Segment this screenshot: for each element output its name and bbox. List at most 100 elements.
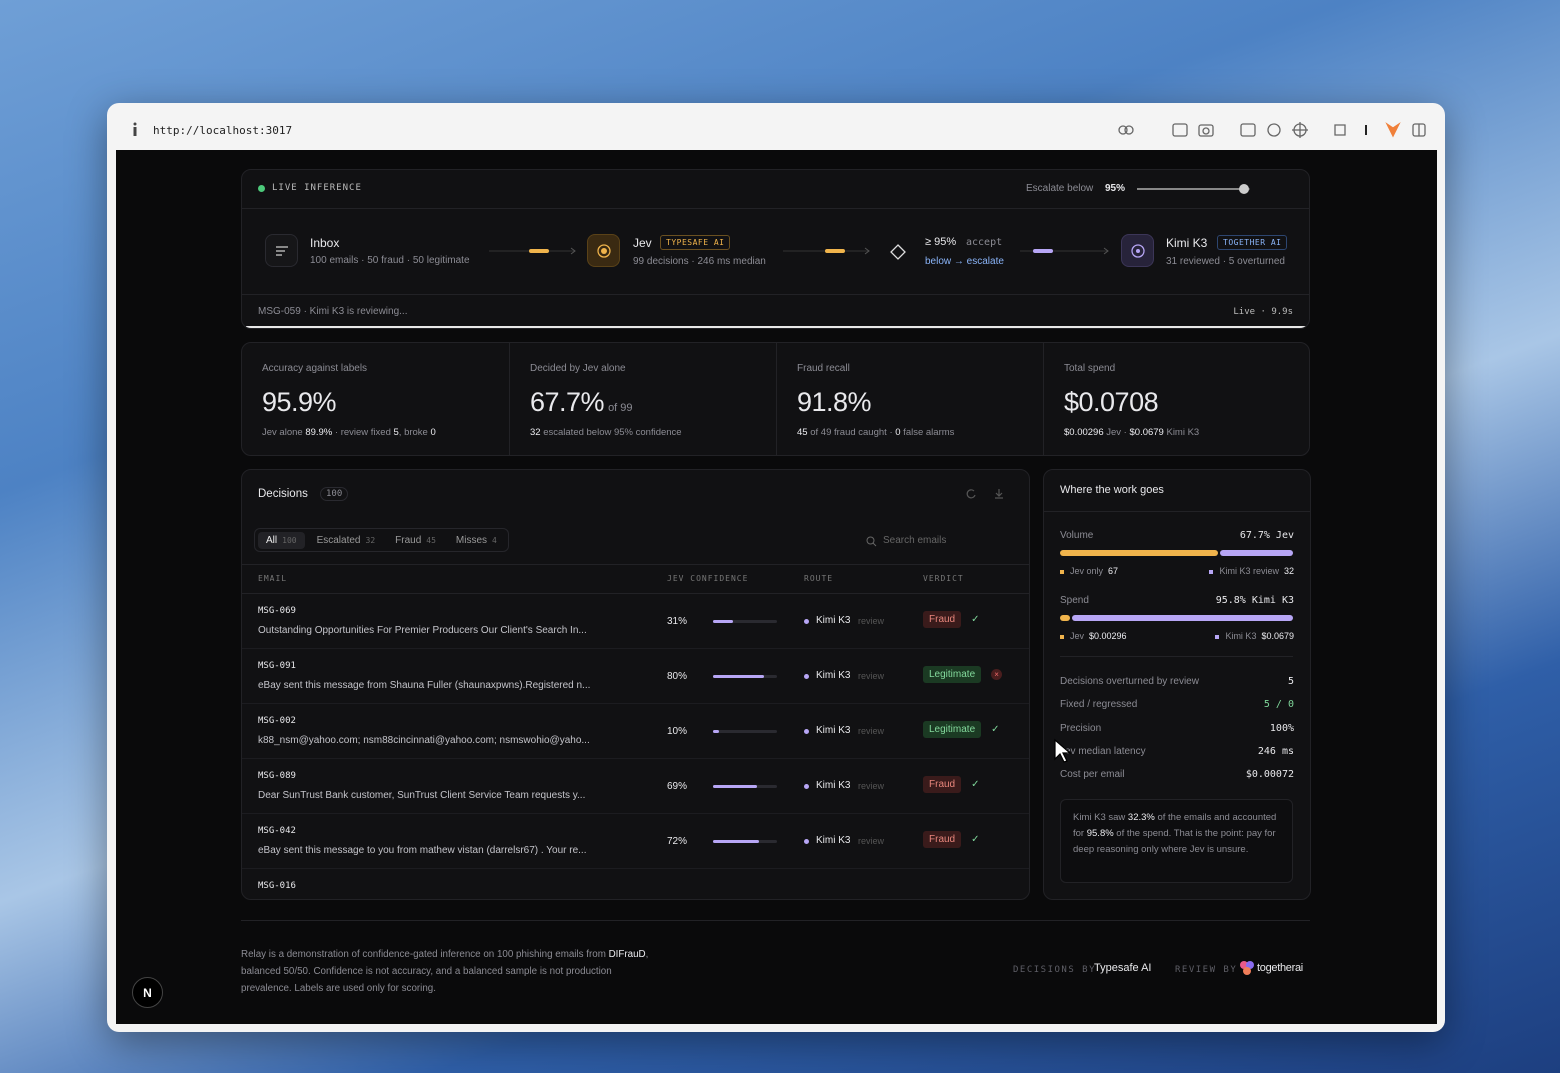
text-part: of 49 fraud caught · <box>807 427 896 438</box>
share-bar <box>1060 615 1293 621</box>
confidence-label: 72% <box>667 836 688 847</box>
live-timer: Live · 9.9s <box>1233 307 1293 317</box>
stat-label: Accuracy against labels <box>262 363 368 374</box>
email-subject: Dear SunTrust Bank customer, SunTrust Cl… <box>258 790 586 801</box>
route-note: review <box>858 781 885 791</box>
stat-sub: $0.00296 Jev · $0.0679 Kimi K3 <box>1064 427 1199 438</box>
divider <box>242 593 1029 594</box>
text-part: escalated below 95% confidence <box>540 427 682 438</box>
column-header: ROUTE <box>804 574 834 583</box>
confidence-label: 69% <box>667 781 688 792</box>
text-part: DIFrauD <box>608 949 646 960</box>
verdict: Fraud ✓ <box>923 776 980 793</box>
route-dot <box>804 784 809 789</box>
check-icon: ✓ <box>991 724 1000 735</box>
email-id: MSG-042 <box>258 826 296 836</box>
threshold-slider[interactable] <box>1137 184 1250 194</box>
stat-value: 91.8% <box>797 387 872 418</box>
metric-label: Decisions overturned by review <box>1060 676 1199 687</box>
route: Kimi K3 <box>816 835 851 846</box>
spend-label: Spend <box>1060 595 1089 606</box>
jev-segment <box>1060 615 1070 621</box>
text-part: 45 <box>797 427 808 438</box>
tab[interactable]: Escalated 32 <box>309 532 384 549</box>
divider <box>242 564 1029 565</box>
stat-sub: 32 escalated below 95% confidence <box>530 427 682 438</box>
jev-sub: 99 decisions · 246 ms median <box>633 256 766 267</box>
note: Kimi K3 saw 32.3% of the emails and acco… <box>1060 799 1293 883</box>
jev-segment <box>1060 550 1218 556</box>
stat-number: 67.7% <box>530 387 605 417</box>
text-part: false alarms <box>900 427 955 438</box>
confidence-track <box>713 620 777 623</box>
kimi-icon <box>1121 234 1154 267</box>
legend-name: Kimi K3 review <box>1219 566 1279 576</box>
tab[interactable]: Misses 4 <box>448 532 505 549</box>
legend-name: Jev <box>1070 631 1085 641</box>
stat-sub: 45 of 49 fraud caught · 0 false alarms <box>797 427 954 438</box>
inbox-sub: 100 emails · 50 fraud · 50 legitimate <box>310 255 470 266</box>
text-part: , balanced 50/50. Confidence is not accu… <box>241 949 649 994</box>
gate-word: accept <box>966 237 1003 248</box>
legend-item: Kimi K3 $0.0679 <box>1215 631 1294 641</box>
tab-label: All <box>266 534 278 546</box>
metric-value: $0.00072 <box>1245 769 1294 781</box>
live-dot <box>258 185 265 192</box>
confidence-label: 10% <box>667 726 688 737</box>
text-part: · review fixed <box>332 427 394 438</box>
cursor <box>1054 738 1071 763</box>
route-dot <box>804 674 809 679</box>
confidence-label: 80% <box>667 671 688 682</box>
legend-item: Jev only 67 <box>1060 566 1118 576</box>
toolbar-icons[interactable] <box>965 488 1015 500</box>
text-part: 0 <box>430 427 436 438</box>
stat-number: 91.8% <box>797 387 872 417</box>
table-row: MSG-091 eBay sent this message from Shaun… <box>242 649 1029 704</box>
jev-name: Jev <box>633 236 652 250</box>
stat-value: 95.9% <box>262 387 337 418</box>
stat-sub: Jev alone 89.9% · review fixed 5, broke … <box>262 427 436 438</box>
volume-value: 67.7% Jev <box>1239 530 1294 541</box>
table-row: MSG-042 eBay sent this message to you fro… <box>242 814 1029 869</box>
text-part: of the spend. That is the point: pay for… <box>1073 828 1276 855</box>
verdict: Fraud ✓ <box>923 831 980 848</box>
status: LIVE INFERENCE <box>272 183 362 193</box>
decisions-count: 100 <box>320 487 349 501</box>
route: Kimi K3 <box>816 615 851 626</box>
text-part: , broke <box>398 427 431 438</box>
check-icon: ✓ <box>971 614 980 625</box>
text-part: Jev alone <box>262 427 306 438</box>
text-part: $0.0679 <box>1129 427 1164 438</box>
connector <box>783 247 870 255</box>
search-input[interactable]: Search emails <box>883 535 947 546</box>
metric-label: Cost per email <box>1060 769 1125 781</box>
share-bar <box>1060 550 1293 556</box>
divider <box>242 208 1309 209</box>
inbox-name: Inbox <box>310 236 340 250</box>
verdict-badge: Fraud <box>923 831 962 848</box>
stats-card: Accuracy against labels 95.9% Jev alone 89… <box>241 342 1310 456</box>
text-part: of the emails and accounted for <box>1073 812 1277 839</box>
tab-label: Fraud <box>395 534 422 546</box>
check-icon: ✓ <box>971 779 980 790</box>
gate-sub: below → escalate <box>925 256 1004 267</box>
text-part: Relay is a demonstration of confidence-g… <box>241 949 609 960</box>
verdict-badge: Legitimate <box>923 666 982 683</box>
tab-count: 100 <box>282 535 297 545</box>
email-subject: eBay sent this message from Shauna Fulle… <box>258 680 591 691</box>
tab[interactable]: All 100 <box>258 531 305 549</box>
kimi-name: Kimi K3 <box>1166 236 1208 250</box>
route-dot <box>804 839 809 844</box>
tab-count: 45 <box>426 535 436 545</box>
divider <box>1044 511 1310 512</box>
dev-badge[interactable]: N <box>132 977 163 1008</box>
tabs: All 100 Escalated 32 Fraud 45 Misses 4 <box>254 528 509 552</box>
gate-rule: ≥ 95% <box>925 236 957 248</box>
tab[interactable]: Fraud 45 <box>387 532 444 549</box>
metric-value: 5 / 0 <box>1263 699 1294 711</box>
url[interactable]: http://localhost:3017 <box>153 124 293 137</box>
email-subject: Outstanding Opportunities For Premier Pr… <box>258 625 587 636</box>
legend-name: Jev only <box>1070 566 1104 576</box>
spend-value: 95.8% Kimi K3 <box>1215 595 1294 606</box>
